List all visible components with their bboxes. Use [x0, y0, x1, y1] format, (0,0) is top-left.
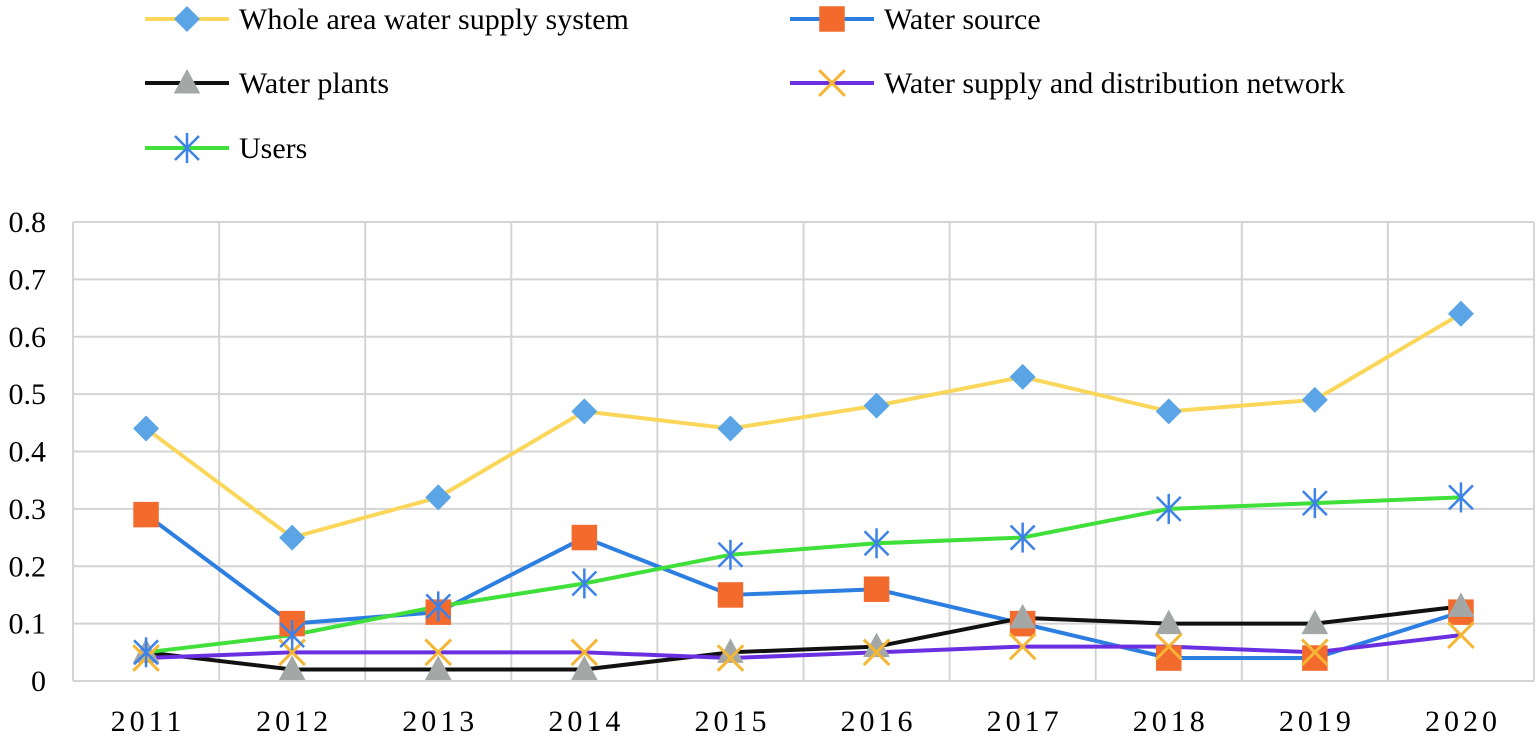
x-tick-label: 2015 — [694, 705, 770, 738]
data-point — [1154, 632, 1183, 661]
data-point — [1155, 493, 1182, 524]
data-point — [1009, 603, 1036, 629]
data-point — [571, 568, 598, 599]
data-point — [1300, 638, 1329, 667]
legend-item: Water supply and distribution network — [790, 67, 1345, 100]
legend-marker — [174, 133, 200, 163]
y-tick-label: 0.5 — [9, 378, 47, 411]
series-markers — [132, 300, 1475, 681]
y-tick-label: 0.6 — [9, 321, 47, 354]
legend-label: Users — [239, 132, 307, 165]
data-point — [1447, 621, 1475, 649]
legend-label: Whole area water supply system — [239, 3, 629, 36]
data-point — [1156, 645, 1182, 671]
series-line-2 — [144, 604, 1463, 672]
data-point — [279, 524, 306, 551]
data-point — [424, 655, 452, 681]
data-point — [717, 582, 744, 608]
data-point — [571, 398, 598, 425]
x-tick-label: 2020 — [1425, 705, 1501, 738]
data-point — [279, 620, 306, 651]
legend-label: Water plants — [239, 67, 389, 100]
y-tick-label: 0 — [31, 665, 46, 698]
data-point — [571, 655, 598, 681]
data-point — [1302, 645, 1328, 671]
y-tick-label: 0.7 — [9, 263, 47, 296]
x-axis: 2011 2012 2013 2014 2015 2016 2017 2018 2019 2020 — [111, 705, 1501, 738]
data-point — [863, 632, 890, 658]
y-axis: 0 0.1 0.2 0.3 0.4 0.5 0.6 0.7 0.8 — [9, 206, 47, 698]
legend-item: Whole area water supply system — [145, 3, 629, 36]
data-point — [863, 392, 890, 419]
data-point — [424, 638, 453, 667]
series-line-1 — [144, 512, 1463, 661]
data-point — [717, 415, 744, 442]
x-tick-label: 2018 — [1133, 705, 1209, 738]
data-point — [133, 501, 159, 528]
data-point — [1448, 482, 1474, 513]
y-tick-label: 0.3 — [9, 493, 47, 526]
legend-marker — [174, 6, 200, 32]
x-tick-label: 2012 — [256, 705, 332, 738]
data-point — [1301, 386, 1328, 413]
data-point — [1155, 609, 1183, 635]
data-point — [278, 655, 306, 681]
data-point — [425, 484, 452, 511]
legend-label: Water supply and distribution network — [884, 67, 1345, 100]
x-tick-label: 2013 — [402, 705, 478, 738]
data-point — [425, 591, 452, 622]
data-point — [1009, 363, 1036, 390]
legend-item: Users — [145, 132, 307, 165]
legend: Whole area water supply system Water sour… — [145, 3, 1345, 165]
x-tick-label: 2016 — [841, 705, 917, 738]
x-tick-label: 2014 — [548, 705, 624, 738]
data-point — [1155, 398, 1182, 425]
series-line-3 — [144, 633, 1463, 661]
series-lines — [144, 311, 1463, 672]
data-point — [570, 638, 599, 667]
data-point — [717, 539, 744, 570]
data-point — [133, 415, 160, 442]
data-point — [862, 638, 891, 667]
data-point — [1447, 300, 1474, 327]
data-point — [571, 524, 598, 551]
data-point — [1301, 609, 1329, 635]
legend-marker — [173, 69, 201, 94]
legend-item: Water source — [790, 3, 1041, 36]
legend-item: Water plants — [145, 67, 389, 100]
data-point — [863, 576, 890, 602]
y-tick-label: 0.8 — [9, 206, 47, 239]
legend-marker — [818, 69, 846, 97]
data-point — [863, 528, 890, 559]
x-tick-label: 2019 — [1279, 705, 1355, 738]
data-point — [1447, 592, 1475, 617]
legend-marker — [819, 6, 845, 32]
series-line-0 — [144, 311, 1463, 540]
data-point — [716, 644, 745, 672]
x-tick-label: 2011 — [111, 705, 186, 738]
data-point — [1301, 488, 1328, 519]
data-point — [717, 638, 744, 663]
y-tick-label: 0.2 — [9, 550, 47, 583]
data-point — [133, 637, 159, 668]
data-point — [1009, 522, 1036, 553]
y-tick-label: 0.4 — [9, 436, 47, 469]
series-line-4 — [144, 495, 1463, 655]
x-tick-label: 2017 — [987, 705, 1063, 738]
data-point — [1008, 632, 1037, 661]
legend-label: Water source — [884, 3, 1041, 36]
y-tick-label: 0.1 — [9, 608, 47, 641]
